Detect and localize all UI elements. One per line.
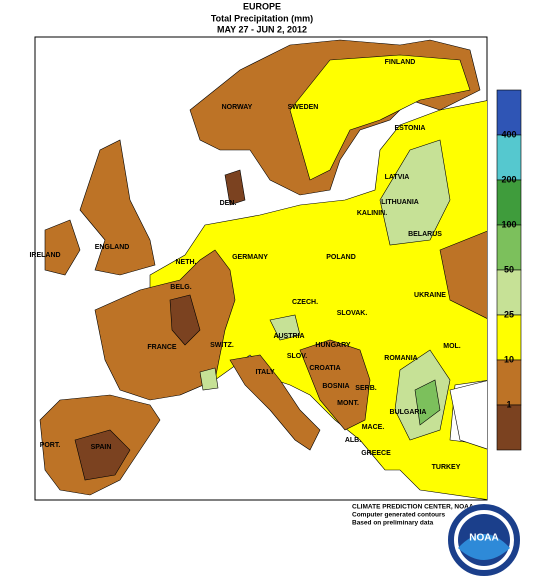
- country-label: FINLAND: [385, 59, 416, 66]
- country-label: ENGLAND: [95, 244, 130, 251]
- country-label: ROMANIA: [384, 355, 417, 362]
- credit: Based on preliminary data: [352, 520, 434, 527]
- country-label: MONT.: [337, 400, 359, 407]
- country-label: BOSNIA: [322, 383, 349, 390]
- country-label: MOL.: [443, 343, 461, 350]
- country-label: GREECE: [361, 450, 391, 457]
- country-label: BELARUS: [408, 231, 442, 238]
- country-label: ITALY: [255, 369, 274, 376]
- country-label: ALB.: [345, 437, 361, 444]
- country-label: IRELAND: [29, 252, 60, 259]
- country-label: DEN.: [220, 200, 237, 207]
- country-label: CROATIA: [309, 365, 340, 372]
- country-label: NORWAY: [222, 104, 253, 111]
- country-label: FRANCE: [147, 344, 176, 351]
- legend-swatch: [496, 134, 522, 181]
- logo-text: NOAA: [469, 533, 498, 544]
- legend-label: 1: [506, 399, 511, 409]
- country-label: MACE.: [362, 424, 385, 431]
- country-label: SERB.: [355, 385, 376, 392]
- legend-swatch: [496, 89, 522, 136]
- country-label: TURKEY: [432, 464, 461, 471]
- legend-swatch: [496, 224, 522, 271]
- map-dates: MAY 27 - JUN 2, 2012: [217, 24, 307, 34]
- country-label: CZECH.: [292, 299, 318, 306]
- country-label: HUNGARY: [315, 342, 350, 349]
- credit: CLIMATE PREDICTION CENTER, NOAA: [352, 504, 474, 511]
- country-label: GERMANY: [232, 254, 268, 261]
- country-label: UKRAINE: [414, 292, 446, 299]
- legend-label: 100: [501, 219, 516, 229]
- country-label: AUSTRIA: [273, 333, 304, 340]
- map-title: EUROPE: [243, 1, 281, 11]
- country-label: SPAIN: [91, 444, 112, 451]
- legend-label: 50: [504, 264, 514, 274]
- credit: Computer generated contours: [352, 512, 446, 519]
- country-label: LITHUANIA: [381, 199, 419, 206]
- country-label: SWEDEN: [288, 104, 319, 111]
- legend-label: 400: [501, 129, 516, 139]
- legend-swatch: [496, 314, 522, 361]
- country-label: NETH.: [176, 259, 197, 266]
- country-label: KALININ.: [357, 210, 387, 217]
- country-label: SLOV.: [287, 353, 307, 360]
- legend-swatch: [496, 359, 522, 406]
- country-label: ESTONIA: [395, 125, 426, 132]
- country-label: SWITZ.: [210, 342, 234, 349]
- legend-swatch: [496, 179, 522, 226]
- country-labels: FINLAND NORWAY SWEDEN ESTONIA LATVIA LITHUANI…: [29, 59, 460, 471]
- country-label: POLAND: [326, 254, 356, 261]
- country-label: PORT.: [40, 442, 61, 449]
- legend-swatch: [496, 269, 522, 316]
- country-label: BULGARIA: [390, 409, 427, 416]
- legend-swatch: [496, 404, 522, 451]
- legend-label: 25: [504, 309, 514, 319]
- map: [34, 36, 488, 501]
- country-label: BELG.: [170, 284, 191, 291]
- legend-label: 200: [501, 174, 516, 184]
- country-label: LATVIA: [385, 174, 410, 181]
- country-label: SLOVAK.: [337, 310, 368, 317]
- map-subtitle: Total Precipitation (mm): [211, 13, 313, 23]
- legend-label: 10: [504, 354, 514, 364]
- noaa-logo: NOAA: [448, 504, 520, 576]
- legend: 400 200 100 50 25 10 1: [496, 89, 522, 451]
